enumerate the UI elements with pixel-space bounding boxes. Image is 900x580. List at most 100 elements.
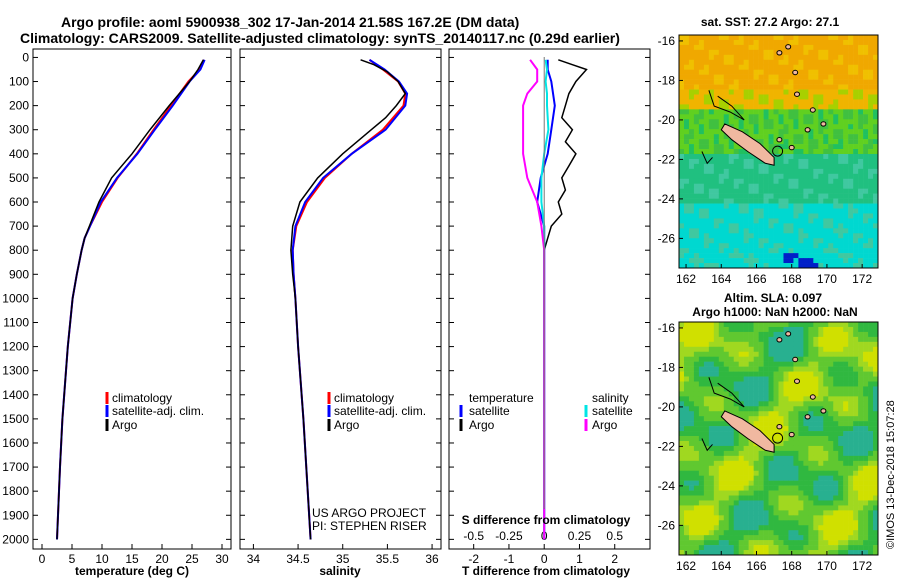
map-cell: [713, 411, 720, 417]
legend-label-climatology: climatology: [112, 391, 172, 405]
map-cell: [753, 168, 759, 175]
map-cell: [688, 455, 695, 462]
map-cell: [823, 445, 829, 452]
map-cell: [793, 421, 799, 427]
map-cell: [843, 193, 849, 199]
map-cell: [843, 366, 849, 372]
map-cell: [873, 331, 879, 338]
map-cell: [768, 366, 774, 372]
map-cell: [863, 173, 869, 180]
map-cell: [728, 238, 735, 244]
map-cell: [683, 490, 690, 496]
map-cell: [783, 406, 789, 412]
map-cell: [803, 258, 809, 264]
map-cell: [783, 500, 789, 506]
map-cell: [773, 248, 779, 254]
map-cell: [843, 69, 849, 75]
map-cell: [858, 223, 864, 229]
map-cell: [723, 79, 730, 85]
map-cell: [688, 44, 695, 51]
map-cell: [708, 153, 715, 160]
map-cell: [688, 59, 695, 66]
map-cell: [823, 460, 829, 467]
map-cell: [718, 490, 725, 496]
map-cell: [708, 79, 715, 85]
map-cell: [743, 233, 749, 239]
map-cell: [713, 74, 720, 80]
map-cell: [708, 228, 715, 234]
map-cell: [723, 326, 730, 333]
map-cell: [858, 213, 864, 219]
map-cell: [848, 525, 854, 531]
map-cell: [703, 535, 710, 541]
x-tick-label: 5: [69, 552, 76, 566]
map-cell: [683, 495, 690, 501]
map-cell: [753, 455, 759, 462]
reef-outline: [701, 151, 713, 165]
map-cell: [679, 475, 685, 481]
map-cell: [813, 248, 819, 254]
map-cell: [793, 495, 799, 501]
map-cell: [833, 341, 839, 348]
map-cell: [698, 258, 705, 264]
map-cell: [763, 361, 769, 367]
map-cell: [713, 386, 720, 392]
map-cell: [828, 450, 834, 457]
map-cell: [713, 223, 720, 229]
map-cell: [748, 168, 754, 175]
map-cell: [848, 44, 854, 51]
map-cell: [858, 470, 864, 476]
map-cell: [853, 361, 859, 367]
map-cell: [698, 465, 705, 472]
map-cell: [803, 485, 809, 491]
map-cell: [848, 238, 854, 244]
map-cell: [718, 84, 725, 90]
map-cell: [768, 134, 774, 140]
map-cell: [873, 253, 879, 259]
map-cell: [793, 381, 799, 387]
map-cell: [783, 104, 789, 110]
map-cell: [833, 440, 839, 447]
map-cell: [738, 153, 744, 160]
map-cell: [743, 99, 749, 105]
map-cell: [868, 178, 874, 185]
map-cell: [708, 436, 715, 442]
map-cell: [788, 233, 794, 239]
map-cell: [793, 485, 799, 491]
map-cell: [848, 153, 854, 160]
map-cell: [763, 480, 769, 486]
map-cell: [728, 208, 735, 214]
map-cell: [833, 188, 839, 194]
map-cell: [718, 515, 725, 521]
map-cell: [683, 59, 690, 66]
map-cell: [823, 401, 829, 407]
map-cell: [863, 89, 869, 95]
map-cell: [788, 480, 794, 486]
map-cell: [788, 59, 794, 66]
map-cell: [733, 84, 739, 90]
map-cell: [683, 440, 690, 447]
map-cell: [818, 470, 824, 476]
map-cell: [688, 153, 695, 160]
map-cell: [803, 153, 809, 160]
map-cell: [843, 104, 849, 110]
map-cell: [718, 99, 725, 105]
map-cell: [793, 406, 799, 412]
map-cell: [679, 44, 685, 51]
map-cell: [823, 84, 829, 90]
map-cell: [743, 158, 749, 165]
map-cell: [748, 341, 754, 348]
map-cell: [679, 391, 685, 397]
map-cell: [698, 500, 705, 506]
map-cell: [843, 39, 849, 46]
map-cell: [788, 322, 794, 328]
map-cell: [703, 223, 710, 229]
map-cell: [848, 530, 854, 536]
map-cell: [679, 248, 685, 254]
map-cell: [808, 381, 814, 387]
map-cell: [823, 431, 829, 437]
map-cell: [723, 59, 730, 66]
map-cell: [768, 376, 774, 382]
map-cell: [843, 470, 849, 476]
map-cell: [788, 198, 794, 204]
